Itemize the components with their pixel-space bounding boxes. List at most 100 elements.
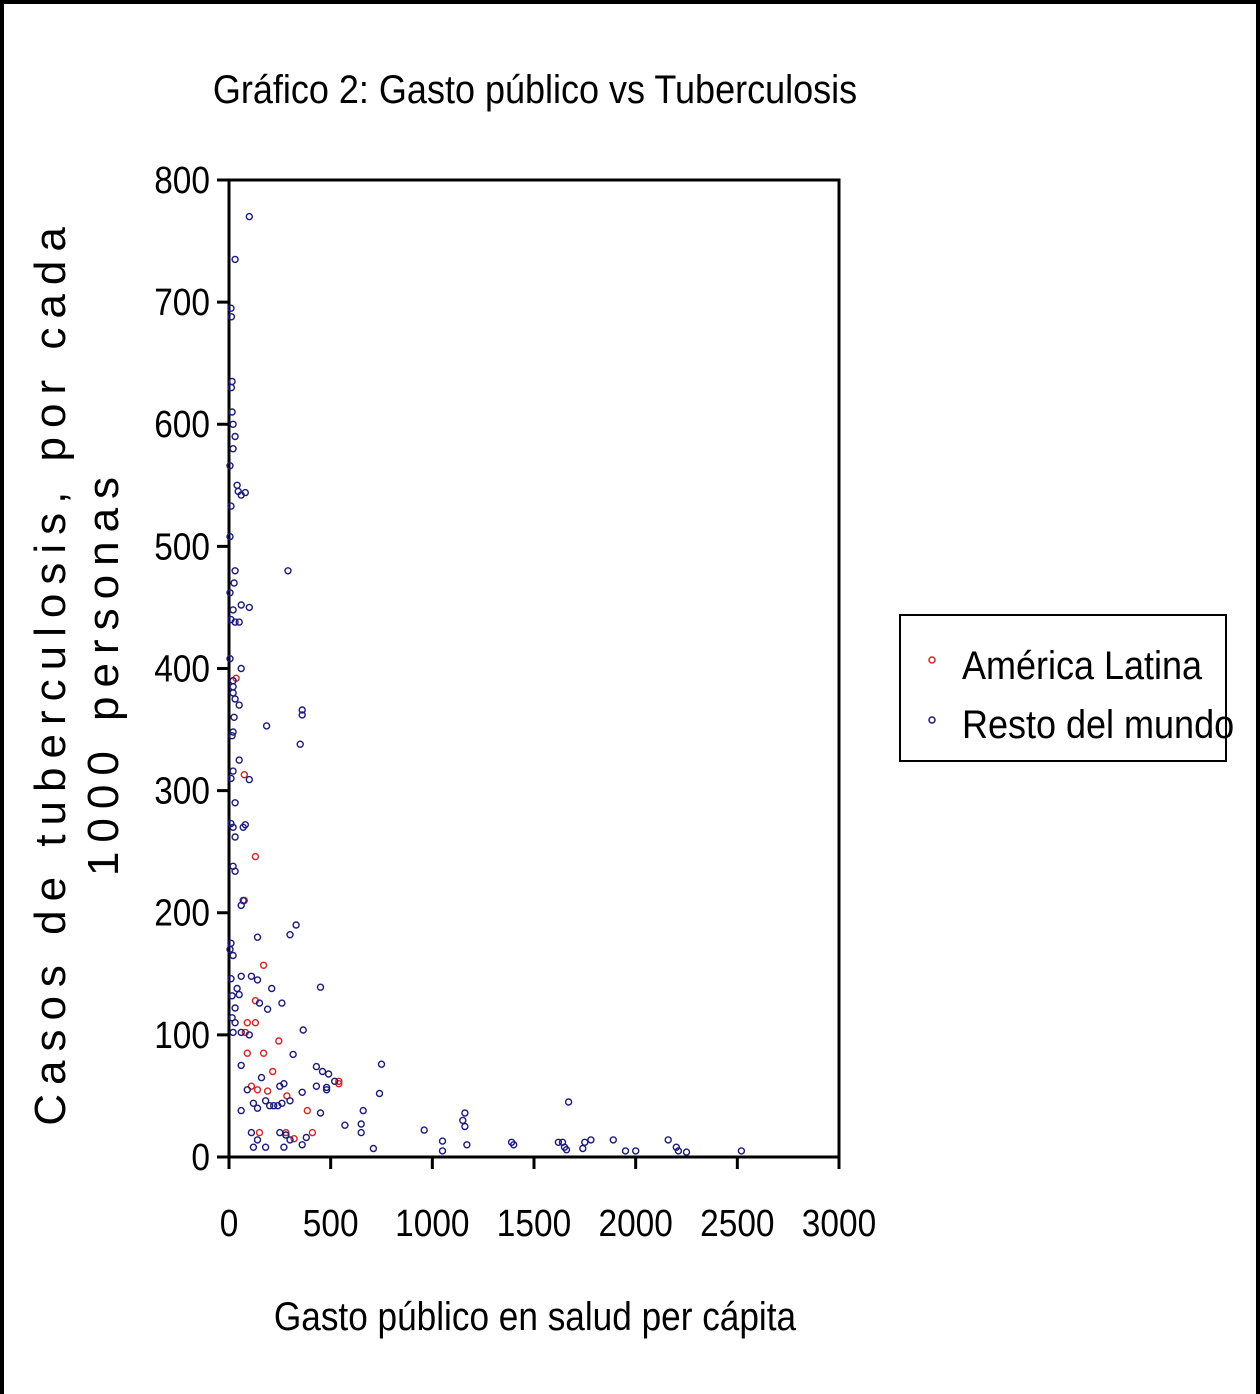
data-point [275,1037,283,1045]
data-point [235,990,243,999]
data-point [278,999,286,1007]
data-point [228,732,236,740]
data-point [621,1147,630,1155]
data-point [308,1128,317,1137]
data-point [237,1061,245,1070]
data-point [298,711,306,719]
data-point [245,603,254,612]
data-point [682,1148,691,1156]
data-point [298,1141,306,1149]
data-point [235,618,243,626]
data-point [632,1147,640,1155]
y-tick-label: 100 [154,1014,210,1056]
data-point [231,833,239,841]
data-point [299,1026,307,1034]
data-point [230,713,238,721]
data-point [247,1082,256,1090]
data-point [459,1116,467,1125]
data-point [609,1136,617,1144]
data-point [227,502,235,510]
legend-label-america-latina: América Latina [962,644,1203,688]
data-point [292,921,300,929]
data-point [463,1141,471,1149]
data-point [375,1089,384,1098]
data-point [564,1098,573,1106]
data-point [229,728,237,736]
data-point [286,931,294,939]
data-points [226,212,746,1156]
data-point [269,1067,277,1076]
data-point [438,1137,447,1145]
data-point [312,1082,321,1090]
data-point [255,1128,264,1137]
y-axis-label-line1: Casos de tuberculosis, por cada [26,218,75,1126]
x-tick-label: 1500 [497,1202,571,1244]
data-point [579,1144,587,1153]
data-point [554,1138,563,1147]
data-point [298,1088,306,1097]
data-point [237,972,245,980]
data-point [231,799,239,807]
data-point [243,1019,252,1027]
data-point [228,992,236,1000]
data-point [249,1099,258,1108]
data-point [276,1128,284,1137]
data-point [243,1086,252,1094]
data-point [262,722,271,730]
data-point [562,1145,571,1154]
data-point [249,1143,258,1151]
series-resto-del-mundo [226,212,746,1156]
y-tick-label: 400 [154,648,210,690]
y-axis: 0 100 200 300 400 500 600 700 800 [154,159,229,1178]
data-point [369,1144,378,1153]
data-point [235,701,243,709]
data-point [240,771,249,779]
data-point [245,1031,254,1039]
data-point [233,481,241,489]
data-point [674,1147,683,1155]
data-point [255,999,264,1007]
data-point [226,462,234,470]
data-point [229,420,237,428]
data-point [227,819,235,828]
data-point [268,984,276,993]
data-point [230,579,238,587]
data-point [226,589,234,597]
x-tick-label: 2000 [598,1202,672,1244]
data-point [231,618,239,626]
x-axis-label: Gasto público en salud per cápita [274,1294,796,1339]
y-tick-label: 500 [154,525,210,567]
data-point [266,1101,274,1110]
legend: América Latina Resto del mundo [899,614,1234,762]
data-point [461,1122,469,1131]
data-point [302,1133,310,1142]
data-point [290,1134,298,1143]
data-point [231,695,239,703]
data-point [227,304,235,312]
data-point [229,951,237,960]
data-point [286,1097,294,1105]
y-tick-label: 700 [154,281,210,323]
data-point [247,1128,256,1137]
data-point [227,975,235,983]
data-point [420,1126,428,1134]
data-point [247,972,256,980]
legend-symbol-america-latina [928,656,936,664]
data-point [322,1086,331,1094]
data-point [282,1131,290,1139]
data-point [259,961,268,969]
x-tick-label: 0 [220,1202,239,1244]
plot-area [227,178,841,1159]
data-point [737,1147,746,1155]
data-point [229,683,237,691]
data-point [377,1060,386,1068]
data-point [237,601,245,609]
x-tick-label: 500 [303,1202,359,1244]
data-point [226,655,234,663]
data-point [341,1121,349,1129]
data-point [231,255,239,264]
data-point [231,432,239,441]
data-point [235,756,243,764]
data-point [318,1067,327,1076]
